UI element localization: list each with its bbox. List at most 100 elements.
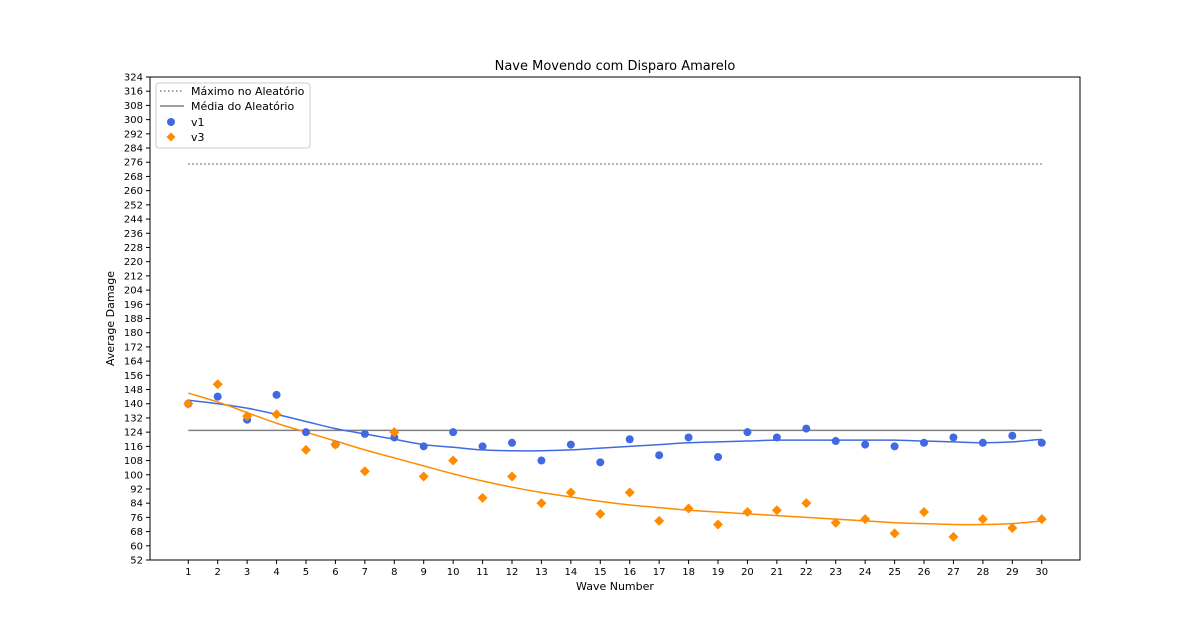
point-v3	[271, 409, 282, 420]
y-tick-label: 284	[124, 144, 143, 155]
y-tick-label: 124	[124, 428, 143, 439]
point-v3	[183, 398, 194, 409]
point-v3	[565, 487, 576, 498]
point-v1	[449, 428, 458, 437]
point-v1	[625, 435, 634, 444]
legend-label-max: Máximo no Aleatório	[191, 85, 305, 98]
y-tick-label: 212	[124, 271, 143, 282]
point-v1	[949, 433, 958, 442]
point-v3	[595, 508, 606, 519]
point-v3	[713, 519, 724, 530]
point-v3	[330, 439, 341, 450]
y-tick-label: 100	[124, 470, 143, 481]
x-tick-label: 21	[770, 567, 783, 578]
x-tick-label: 19	[712, 567, 725, 578]
point-v3	[624, 487, 635, 498]
point-v1	[861, 440, 870, 449]
x-tick-label: 17	[653, 567, 666, 578]
x-tick-label: 30	[1035, 567, 1048, 578]
point-v1	[213, 392, 222, 401]
point-v3	[536, 498, 547, 509]
y-tick-label: 268	[124, 172, 143, 183]
point-v3	[1036, 514, 1047, 525]
x-tick-label: 16	[623, 567, 636, 578]
point-v1	[831, 437, 840, 446]
point-v3	[683, 503, 694, 514]
point-v3	[742, 507, 753, 518]
x-tick-label: 23	[829, 567, 842, 578]
x-tick-label: 25	[888, 567, 901, 578]
y-tick-label: 188	[124, 314, 143, 325]
point-v3	[948, 531, 959, 542]
legend-swatch-v3	[166, 132, 176, 142]
x-tick-label: 9	[421, 567, 427, 578]
x-tick-label: 18	[682, 567, 695, 578]
y-tick-label: 116	[124, 442, 143, 453]
point-v1	[390, 433, 399, 442]
y-axis-label: Average Damage	[104, 271, 117, 366]
x-tick-label: 15	[594, 567, 607, 578]
point-v1	[537, 456, 546, 465]
y-tick-label: 316	[124, 87, 143, 98]
y-tick-label: 196	[124, 300, 143, 311]
y-tick-label: 156	[124, 371, 143, 382]
point-v1	[360, 429, 369, 438]
y-tick-label: 76	[130, 513, 143, 524]
y-tick-label: 68	[130, 527, 143, 538]
point-v3	[801, 498, 812, 509]
y-tick-label: 164	[124, 357, 143, 368]
point-v3	[448, 455, 459, 466]
legend: Máximo no Aleatório Média do Aleatório v…	[155, 82, 311, 149]
point-v3	[654, 515, 665, 526]
point-v1	[1008, 431, 1017, 440]
point-v1	[890, 442, 899, 451]
point-v3	[919, 507, 930, 518]
point-v3	[1007, 523, 1018, 534]
y-tick-label: 324	[124, 73, 143, 84]
point-v3	[242, 411, 253, 422]
point-v1	[714, 453, 723, 462]
point-v1	[1037, 438, 1046, 447]
point-v1	[507, 438, 516, 447]
y-tick-label: 244	[124, 215, 143, 226]
y-tick-label: 140	[124, 399, 143, 410]
y-tick-label: 252	[124, 200, 143, 211]
y-tick-label: 60	[130, 541, 143, 552]
point-v1	[566, 440, 575, 449]
y-axis-ticks: 52 60 68 76 84 92 100 108 116 124 132 140 148 156 164 1…	[124, 73, 150, 567]
point-v3	[418, 471, 429, 482]
y-tick-label: 228	[124, 243, 143, 254]
y-tick-label: 52	[130, 556, 143, 567]
x-axis-ticks: 1 2 3 4 5 6 7 8 9 10 11 12 13 14 15 16 17 18 19 20 21 22 23 24 2…	[185, 560, 1048, 578]
point-v3	[389, 427, 400, 438]
x-tick-label: 11	[476, 567, 489, 578]
y-tick-label: 92	[130, 484, 143, 495]
y-tick-label: 172	[124, 342, 143, 353]
point-v3	[359, 466, 370, 477]
x-tick-label: 5	[303, 567, 309, 578]
point-v1	[301, 428, 310, 437]
x-tick-label: 24	[859, 567, 872, 578]
y-tick-label: 260	[124, 186, 143, 197]
x-tick-label: 12	[506, 567, 519, 578]
y-tick-label: 292	[124, 129, 143, 140]
point-v3	[506, 471, 517, 482]
point-v3	[977, 514, 988, 525]
point-v1	[596, 458, 605, 467]
x-tick-label: 6	[332, 567, 338, 578]
point-v1	[978, 438, 987, 447]
legend-swatch-v1	[167, 118, 175, 126]
point-v3	[771, 505, 782, 516]
trend-line-v3	[188, 392, 1042, 526]
plot-area	[183, 163, 1047, 542]
point-v3	[212, 379, 223, 390]
point-v3	[830, 517, 841, 528]
x-tick-label: 13	[535, 567, 548, 578]
y-tick-label: 180	[124, 328, 143, 339]
x-tick-label: 2	[215, 567, 221, 578]
point-v3	[477, 492, 488, 503]
x-tick-label: 1	[185, 567, 191, 578]
point-v3	[889, 528, 900, 539]
y-tick-label: 300	[124, 115, 143, 126]
